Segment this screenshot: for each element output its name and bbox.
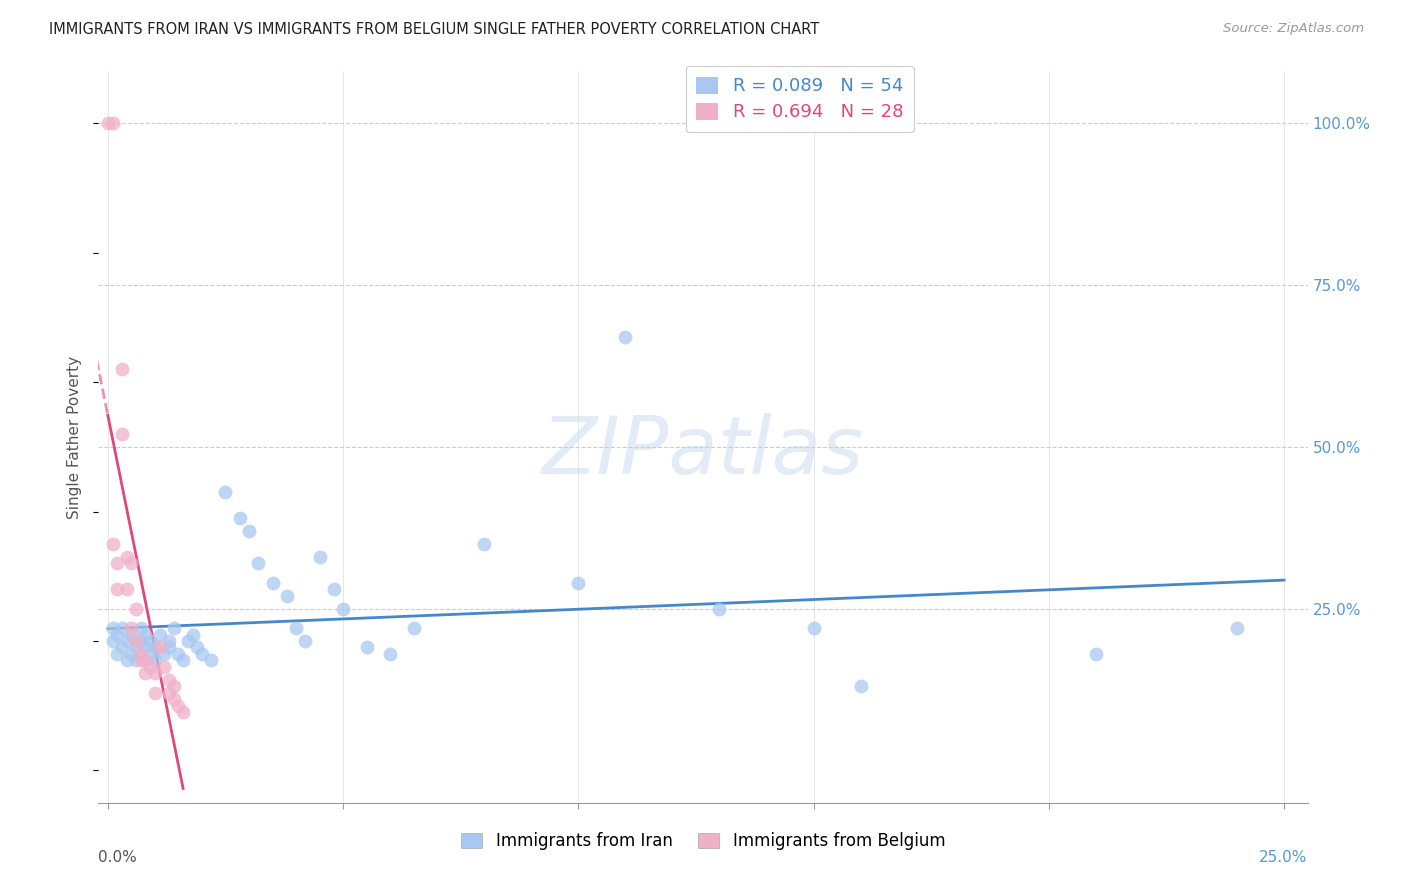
Point: [356, 640, 378, 655]
Point: [101, 634, 124, 648]
Point: [139, 647, 162, 661]
Point: [402, 621, 425, 635]
Text: 25.0%: 25.0%: [1260, 850, 1308, 865]
Point: [149, 627, 172, 641]
Point: [115, 582, 138, 597]
Point: [134, 627, 156, 641]
Point: [262, 575, 284, 590]
Point: [163, 621, 186, 635]
Point: [322, 582, 344, 597]
Point: [97, 116, 120, 130]
Point: [111, 426, 134, 441]
Point: [101, 621, 124, 635]
Point: [105, 582, 128, 597]
Point: [105, 557, 128, 571]
Point: [111, 621, 134, 635]
Point: [143, 666, 166, 681]
Point: [172, 705, 194, 719]
Point: [120, 627, 142, 641]
Point: [105, 647, 128, 661]
Point: [125, 601, 148, 615]
Point: [143, 686, 166, 700]
Point: [157, 640, 180, 655]
Point: [308, 549, 330, 564]
Point: [153, 647, 176, 661]
Point: [200, 653, 222, 667]
Point: [157, 634, 180, 648]
Point: [172, 653, 194, 667]
Point: [129, 621, 152, 635]
Point: [149, 640, 172, 655]
Point: [139, 660, 162, 674]
Point: [247, 557, 270, 571]
Point: [294, 634, 316, 648]
Point: [238, 524, 260, 538]
Point: [129, 653, 152, 667]
Point: [125, 634, 148, 648]
Point: [115, 549, 138, 564]
Text: 0.0%: 0.0%: [98, 850, 138, 865]
Point: [709, 601, 731, 615]
Point: [101, 116, 124, 130]
Point: [101, 537, 124, 551]
Text: IMMIGRANTS FROM IRAN VS IMMIGRANTS FROM BELGIUM SINGLE FATHER POVERTY CORRELATIO: IMMIGRANTS FROM IRAN VS IMMIGRANTS FROM …: [49, 22, 820, 37]
Point: [849, 679, 872, 693]
Point: [567, 575, 589, 590]
Text: ZIPatlas: ZIPatlas: [541, 413, 865, 491]
Point: [1084, 647, 1107, 661]
Point: [153, 660, 176, 674]
Point: [134, 653, 156, 667]
Point: [157, 673, 180, 687]
Point: [191, 647, 214, 661]
Point: [129, 634, 152, 648]
Point: [115, 634, 138, 648]
Point: [472, 537, 495, 551]
Point: [157, 686, 180, 700]
Point: [120, 621, 142, 635]
Point: [276, 589, 298, 603]
Point: [111, 362, 134, 376]
Point: [134, 640, 156, 655]
Y-axis label: Single Father Poverty: Single Father Poverty: [67, 356, 83, 518]
Point: [186, 640, 208, 655]
Point: [167, 698, 190, 713]
Legend: Immigrants from Iran, Immigrants from Belgium: Immigrants from Iran, Immigrants from Be…: [454, 825, 952, 856]
Point: [228, 511, 250, 525]
Point: [163, 692, 186, 706]
Point: [105, 627, 128, 641]
Text: Source: ZipAtlas.com: Source: ZipAtlas.com: [1223, 22, 1364, 36]
Point: [143, 640, 166, 655]
Point: [167, 647, 190, 661]
Point: [125, 653, 148, 667]
Point: [129, 647, 152, 661]
Point: [139, 634, 162, 648]
Point: [163, 679, 186, 693]
Point: [120, 647, 142, 661]
Point: [614, 330, 637, 344]
Point: [181, 627, 204, 641]
Point: [134, 666, 156, 681]
Point: [1226, 621, 1249, 635]
Point: [111, 640, 134, 655]
Point: [378, 647, 401, 661]
Point: [285, 621, 308, 635]
Point: [803, 621, 825, 635]
Point: [115, 653, 138, 667]
Point: [177, 634, 200, 648]
Point: [143, 653, 166, 667]
Point: [332, 601, 354, 615]
Point: [125, 640, 148, 655]
Point: [214, 485, 236, 500]
Point: [120, 557, 142, 571]
